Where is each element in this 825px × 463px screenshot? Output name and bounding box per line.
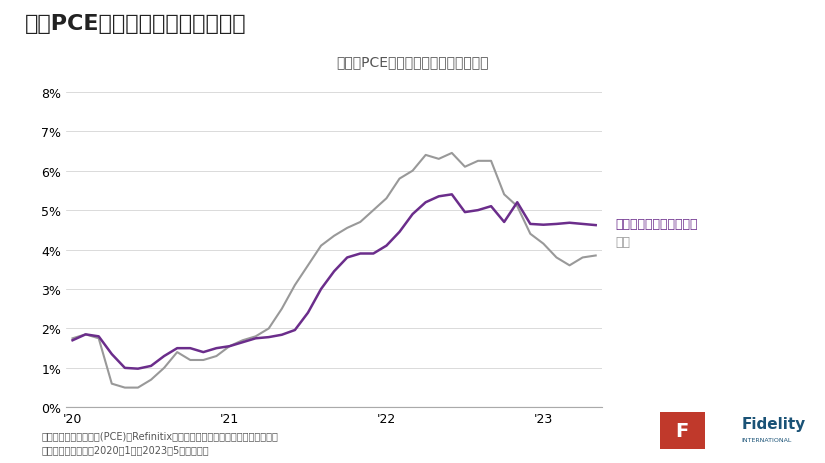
Text: （出所）米経済分析局(PCE)、Refinitix、フィデリティ・インスティテュート。: （出所）米経済分析局(PCE)、Refinitix、フィデリティ・インスティテュ… bbox=[41, 430, 278, 440]
Text: F: F bbox=[676, 421, 689, 440]
Text: Fidelity: Fidelity bbox=[742, 416, 806, 431]
Text: コアPCEインフレ率は鈍化が遅い: コアPCEインフレ率は鈍化が遅い bbox=[25, 14, 247, 34]
Text: 総合: 総合 bbox=[615, 236, 630, 249]
FancyBboxPatch shape bbox=[660, 412, 705, 449]
Text: （注）データ期間：2020年1月〜2023年5月、月次。: （注）データ期間：2020年1月〜2023年5月、月次。 bbox=[41, 444, 209, 454]
Text: 米国のPCEインフレ率（前年同月比）: 米国のPCEインフレ率（前年同月比） bbox=[337, 56, 488, 69]
Text: 食品とエネルギーを除く: 食品とエネルギーを除く bbox=[615, 218, 698, 231]
Text: INTERNATIONAL: INTERNATIONAL bbox=[742, 438, 792, 442]
